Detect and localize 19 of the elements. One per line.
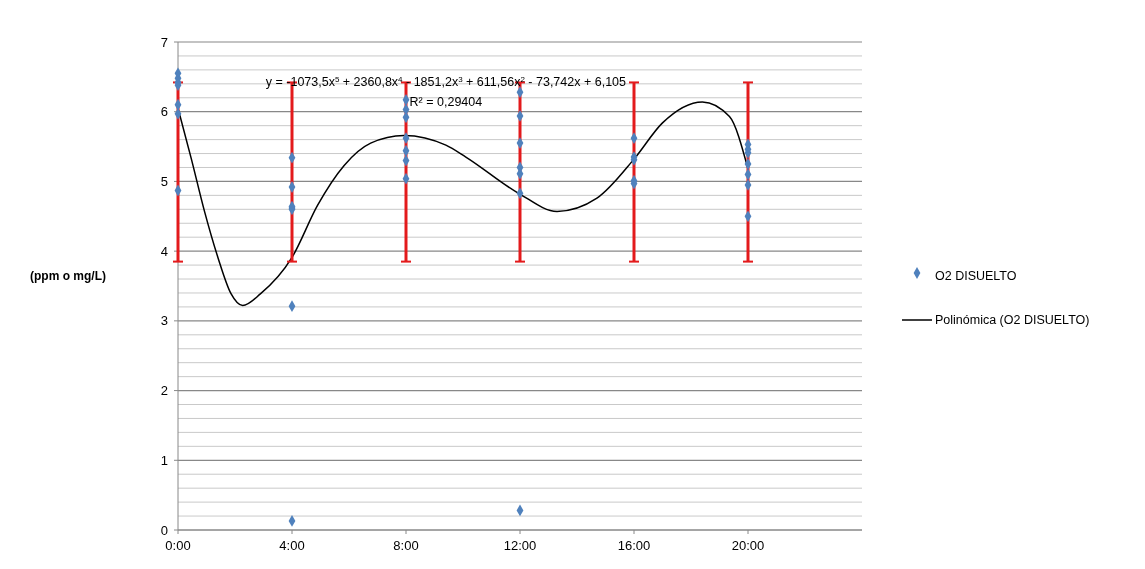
y-tick-label: 1 bbox=[160, 452, 168, 468]
y-tick-label: 6 bbox=[160, 104, 168, 120]
x-tick-label: 8:00 bbox=[393, 538, 419, 553]
x-tick-label: 12:00 bbox=[503, 538, 537, 553]
x-tick-label: 16:00 bbox=[617, 538, 651, 553]
text: y = -1073,5x$^{5}$ + 2360,8x$^{4}$ - 1851,2x$^{3}$ + 611,56x$^{2}$ - 73,742x + 6,105 bbox=[265, 74, 627, 89]
x-tick-label: 4:00 bbox=[279, 538, 305, 553]
y-tick-label: 0 bbox=[160, 522, 168, 538]
y-tick-label: 2 bbox=[160, 383, 168, 399]
x-tick-label: 0:00 bbox=[165, 538, 191, 553]
y-tick-label: 4 bbox=[160, 243, 168, 259]
y-tick-label: 3 bbox=[160, 313, 168, 329]
y-tick-label: 7 bbox=[160, 34, 168, 50]
y-axis-title: (ppm o mg/L) bbox=[30, 269, 106, 283]
annotation: R² = 0,29404 bbox=[409, 95, 483, 109]
x-tick-label: 20:00 bbox=[731, 538, 765, 553]
y-tick-label: 5 bbox=[160, 173, 168, 189]
legend-label: Polinómica (O2 DISUELTO) bbox=[935, 313, 1090, 328]
legend-label: O2 DISUELTO bbox=[935, 269, 1017, 284]
